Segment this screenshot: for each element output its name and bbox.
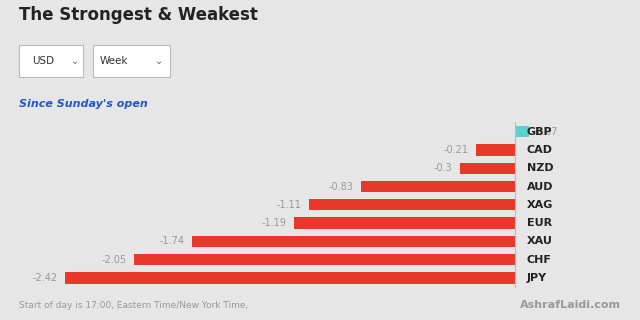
Text: Start of day is 17:00, Eastern Time/New York Time,: Start of day is 17:00, Eastern Time/New … [19, 301, 248, 310]
Bar [515, 126, 529, 137]
Text: -0.21: -0.21 [444, 145, 469, 155]
Text: JPY: JPY [527, 273, 547, 283]
Text: NZD: NZD [527, 163, 554, 173]
Text: AshrafLaidi.com: AshrafLaidi.com [520, 300, 621, 310]
Bar [460, 163, 515, 174]
Bar [361, 181, 515, 192]
Text: CHF: CHF [527, 255, 552, 265]
Bar [134, 254, 515, 265]
Text: ⌄: ⌄ [71, 56, 79, 66]
Text: -1.11: -1.11 [276, 200, 301, 210]
Text: XAU: XAU [527, 236, 552, 246]
Text: -1.74: -1.74 [159, 236, 184, 246]
Text: -0.3: -0.3 [433, 163, 452, 173]
Text: -2.42: -2.42 [33, 273, 58, 283]
Text: EUR: EUR [527, 218, 552, 228]
Bar [309, 199, 515, 211]
Text: The Strongest & Weakest: The Strongest & Weakest [19, 6, 258, 24]
Text: -0.83: -0.83 [328, 181, 353, 191]
Text: 0.07: 0.07 [536, 127, 557, 137]
Bar [65, 272, 515, 284]
Bar [476, 144, 515, 156]
Text: -1.19: -1.19 [262, 218, 287, 228]
Bar [294, 217, 515, 229]
Text: XAG: XAG [527, 200, 553, 210]
Bar [191, 236, 515, 247]
Text: GBP: GBP [527, 127, 552, 137]
Text: Since Sunday's open: Since Sunday's open [19, 99, 148, 109]
Text: -2.05: -2.05 [101, 255, 126, 265]
Text: AUD: AUD [527, 181, 553, 191]
Text: CAD: CAD [527, 145, 553, 155]
Text: Week: Week [99, 56, 128, 66]
Text: ⌄: ⌄ [155, 56, 163, 66]
Text: USD: USD [32, 56, 54, 66]
